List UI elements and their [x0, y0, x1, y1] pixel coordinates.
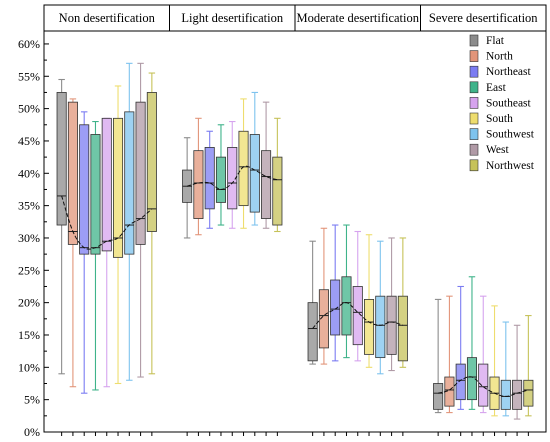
- box-northwest: [523, 379, 534, 407]
- y-tick-label: 0%: [24, 425, 40, 439]
- legend-swatch-northeast: [469, 65, 479, 78]
- legend-swatch-north: [469, 50, 479, 62]
- y-tick-label: 45%: [18, 134, 40, 148]
- box-southwest: [500, 379, 511, 410]
- box-southeast: [227, 147, 238, 210]
- legend-swatch-east: [469, 81, 479, 94]
- box-south: [238, 130, 249, 207]
- y-tick-label: 5%: [24, 393, 40, 407]
- box-north: [67, 101, 78, 245]
- median-trend-line: [186, 165, 278, 190]
- y-tick-label: 25%: [18, 263, 40, 277]
- box-east: [90, 134, 101, 255]
- box-northwest: [397, 295, 408, 362]
- box-northwest: [146, 92, 157, 232]
- median-trend-line: [61, 195, 153, 250]
- legend-swatch-southwest: [469, 128, 479, 140]
- box-north: [193, 150, 204, 219]
- box-west: [386, 295, 397, 355]
- legend-label: Flat: [486, 35, 505, 47]
- box-south: [113, 117, 124, 258]
- box-east: [341, 276, 352, 336]
- group-label: Light desertification: [181, 11, 283, 25]
- box-west: [135, 101, 146, 245]
- box-southeast: [478, 363, 489, 407]
- legend-label: South: [486, 113, 513, 125]
- legend-swatch-south: [469, 112, 479, 125]
- box-north: [318, 289, 329, 349]
- box-flat: [307, 302, 318, 362]
- y-tick-label: 15%: [18, 328, 40, 342]
- legend-label: Southeast: [486, 97, 532, 109]
- legend-swatch-west: [469, 143, 479, 156]
- box-northeast: [330, 279, 341, 336]
- legend-swatch-flat: [469, 34, 479, 47]
- box-flat: [56, 92, 67, 226]
- box-southeast: [101, 117, 112, 252]
- legend-label: Northeast: [486, 66, 532, 78]
- legend-label: West: [486, 144, 510, 156]
- box-east: [466, 357, 477, 401]
- legend-swatch-northwest: [469, 159, 479, 172]
- legend-label: Northwest: [486, 160, 535, 172]
- legend-label: Southwest: [486, 129, 535, 141]
- box-southwest: [375, 295, 386, 359]
- box-southwest: [249, 134, 260, 213]
- box-northwest: [272, 156, 283, 226]
- box-northeast: [79, 124, 90, 255]
- legend-label: East: [486, 82, 507, 94]
- legend-swatch-southeast: [469, 97, 479, 109]
- box-northeast: [455, 363, 466, 401]
- legend-label: North: [486, 51, 513, 63]
- y-tick-label: 55%: [18, 69, 40, 83]
- y-tick-label: 35%: [18, 199, 40, 213]
- median-trend-line: [312, 302, 404, 329]
- box-east: [215, 156, 226, 203]
- group-label: Moderate desertification: [296, 11, 419, 25]
- y-tick-label: 20%: [18, 296, 40, 310]
- y-tick-label: 60%: [18, 37, 40, 51]
- box-northeast: [204, 147, 215, 210]
- box-south: [364, 299, 375, 355]
- y-tick-label: 50%: [18, 102, 40, 116]
- y-tick-label: 30%: [18, 231, 40, 245]
- group-label: Non desertification: [59, 11, 156, 25]
- box-southwest: [124, 111, 135, 255]
- box-flat: [433, 383, 444, 410]
- group-label: Severe desertification: [429, 11, 538, 25]
- box-southeast: [352, 286, 363, 346]
- box-west: [261, 150, 272, 219]
- y-tick-label: 40%: [18, 166, 40, 180]
- median-trend-line: [438, 376, 529, 397]
- y-tick-label: 10%: [18, 360, 40, 374]
